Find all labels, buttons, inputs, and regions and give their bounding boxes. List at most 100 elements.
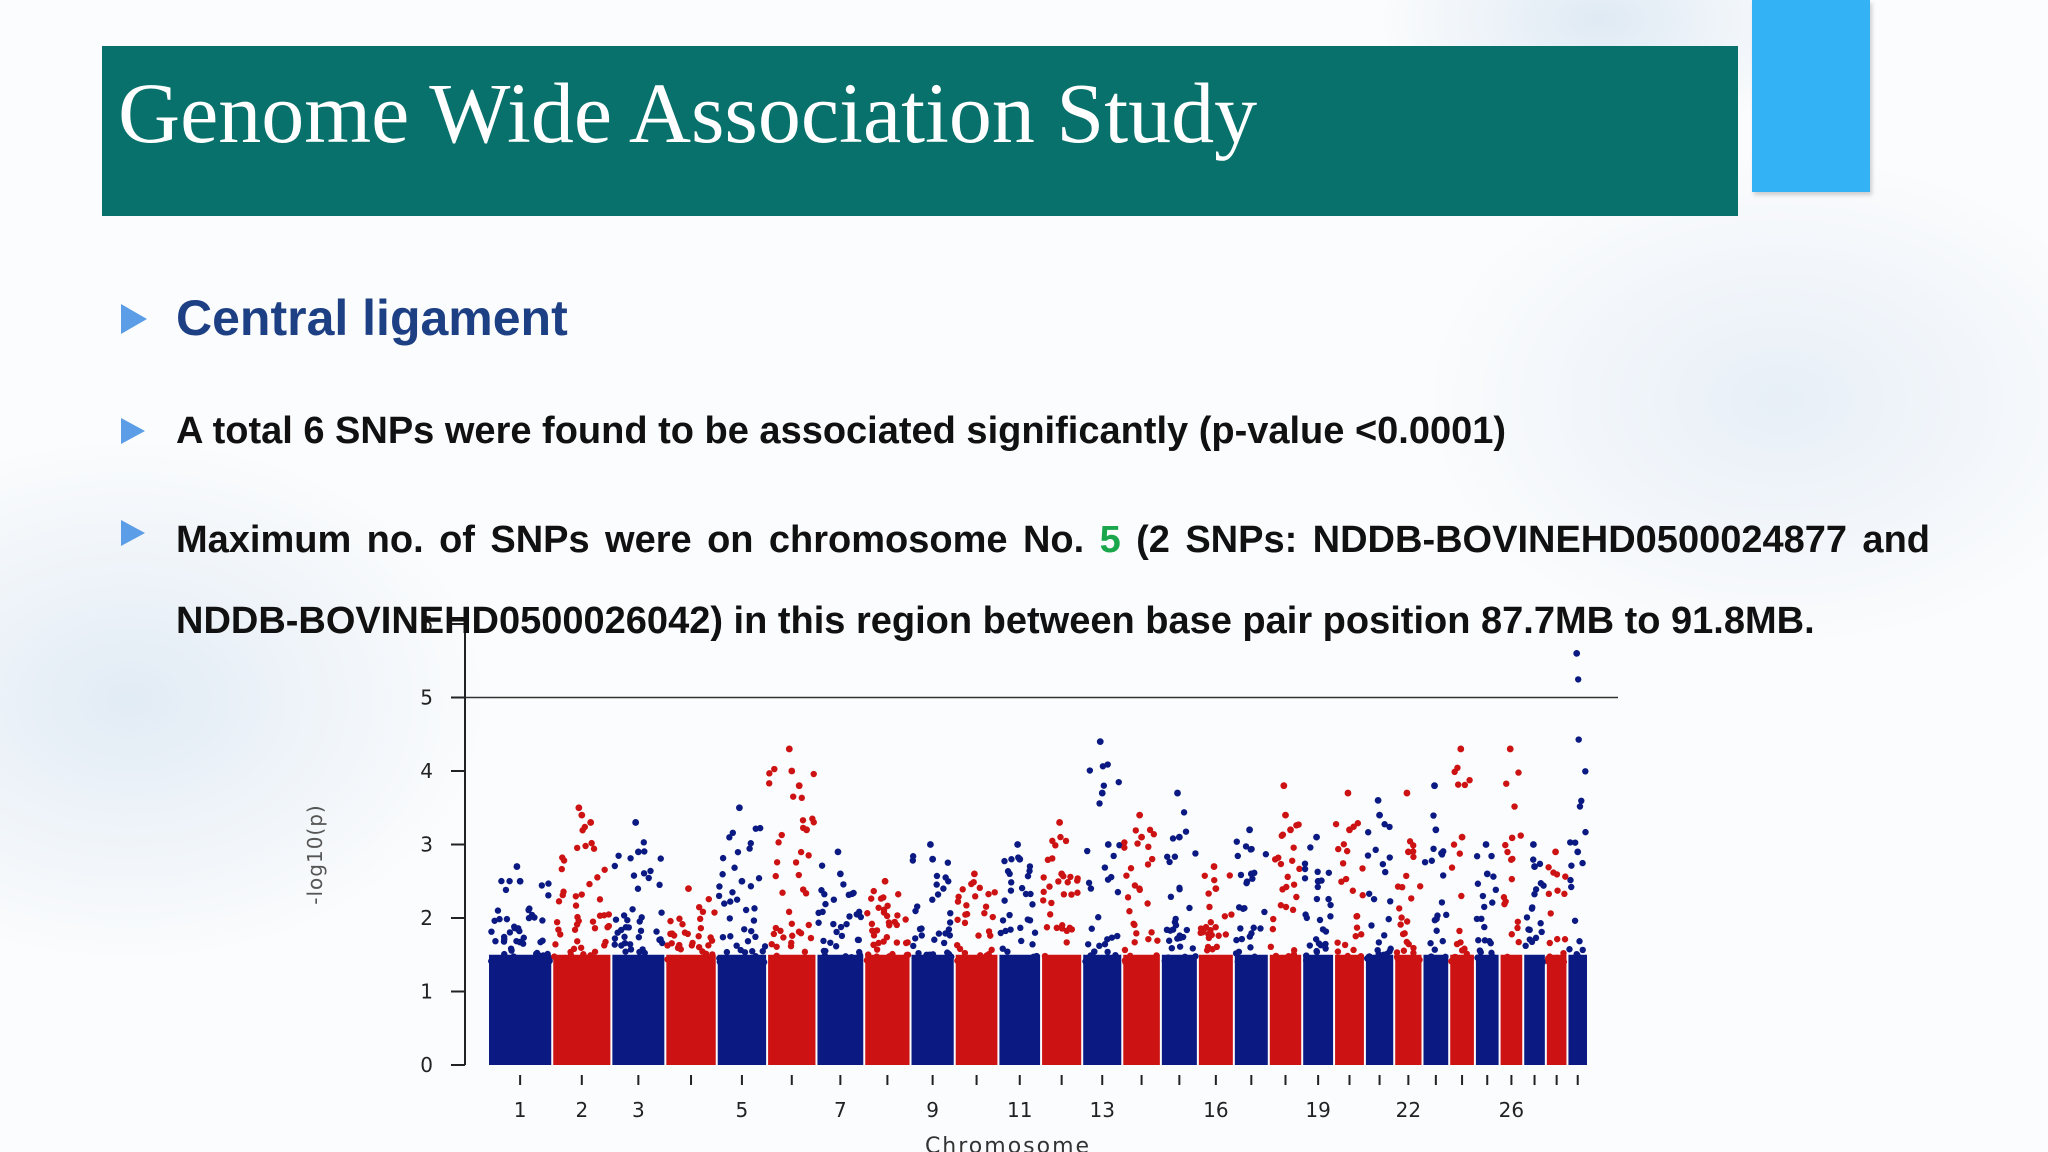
snp-peak-point xyxy=(785,745,793,753)
snp-point xyxy=(1285,952,1292,960)
snp-point xyxy=(1226,872,1233,879)
snp-point xyxy=(1182,828,1190,835)
snp-peak-point xyxy=(578,811,586,819)
snp-point xyxy=(756,824,764,832)
snp-point xyxy=(1084,847,1091,855)
snp-point xyxy=(1578,797,1585,805)
snp-point xyxy=(1062,837,1070,845)
snp-point xyxy=(1183,926,1191,934)
y-axis-ticks: 0 1 2 3 4 5 6 xyxy=(420,612,465,1077)
chromosome-20-points xyxy=(1332,789,1366,1065)
snp-point xyxy=(747,883,755,890)
chromosome-7-points xyxy=(815,848,865,1065)
chromosome-27-points xyxy=(1522,841,1547,1065)
snp-point xyxy=(1103,957,1110,964)
snp-point xyxy=(1338,878,1345,885)
snp-point xyxy=(737,946,744,954)
snp-point xyxy=(895,891,902,898)
snp-point xyxy=(496,958,503,966)
y-tick-label: 2 xyxy=(420,906,433,930)
snp-point xyxy=(845,891,852,899)
snp-point xyxy=(872,958,879,966)
snp-point xyxy=(1176,884,1183,892)
snp-point xyxy=(1277,902,1285,909)
snp-point xyxy=(1181,953,1189,960)
snp-point xyxy=(750,917,758,924)
snp-point xyxy=(715,892,723,900)
snp-point xyxy=(1278,832,1285,839)
snp-point xyxy=(1055,878,1062,885)
snp-point xyxy=(875,904,882,911)
snp-point xyxy=(1201,955,1208,963)
snp-point xyxy=(1410,842,1417,849)
snp-peak-point xyxy=(1280,782,1288,790)
snp-point xyxy=(856,948,863,956)
accent-rectangle xyxy=(1752,0,1870,192)
snp-point xyxy=(618,942,625,949)
snp-point xyxy=(658,909,665,916)
snp-point xyxy=(759,947,766,955)
snp-point xyxy=(1322,945,1329,952)
snp-point xyxy=(1126,908,1133,915)
snp-point xyxy=(726,915,734,922)
chromosome-4-points xyxy=(664,885,718,1065)
snp-point xyxy=(799,817,807,824)
snp-point xyxy=(1479,958,1487,966)
snp-point xyxy=(1150,831,1158,838)
snp-peak-point xyxy=(1574,848,1582,856)
snp-point xyxy=(744,937,752,945)
snp-point xyxy=(546,957,553,965)
snp-point xyxy=(695,933,702,940)
snp-point xyxy=(1481,923,1488,931)
snp-point xyxy=(1448,864,1456,871)
snp-point xyxy=(625,924,633,931)
snp-point xyxy=(1398,914,1405,921)
snp-point xyxy=(1416,883,1424,890)
snp-point xyxy=(1197,925,1205,932)
snp-point xyxy=(1341,941,1349,949)
snp-peak-point xyxy=(1482,841,1490,848)
snp-point xyxy=(1433,927,1440,934)
snp-point xyxy=(780,934,787,941)
snp-point xyxy=(766,770,773,777)
snp-point xyxy=(1522,942,1529,950)
snp-point xyxy=(980,958,987,966)
chromosome-22-points xyxy=(1393,789,1424,1065)
snp-point xyxy=(1576,938,1583,945)
snp-point xyxy=(1121,946,1129,954)
snp-point xyxy=(1226,956,1233,964)
snp-point xyxy=(962,958,969,965)
snp-point xyxy=(1325,869,1333,876)
snp-point xyxy=(981,909,988,917)
snp-point xyxy=(822,900,829,908)
snp-point xyxy=(1173,955,1180,963)
snp-point xyxy=(869,927,876,934)
snp-point xyxy=(963,902,970,909)
snp-point xyxy=(1350,946,1357,954)
snp-point xyxy=(827,939,834,946)
snp-point xyxy=(734,848,742,856)
snp-point xyxy=(1403,872,1410,880)
snp-point xyxy=(1189,945,1196,952)
snp-point xyxy=(1301,865,1309,873)
snp-point xyxy=(1262,851,1270,858)
snp-point xyxy=(560,888,567,895)
snp-point xyxy=(1438,958,1445,966)
snp-point xyxy=(1439,937,1446,945)
snp-point xyxy=(944,859,952,866)
snp-point xyxy=(1121,844,1128,851)
snp-point xyxy=(719,933,727,941)
snp-point xyxy=(591,948,599,955)
chromosome-19-points xyxy=(1301,833,1334,1065)
snp-point xyxy=(580,951,587,958)
chromosome-16-points xyxy=(1197,863,1235,1065)
snp-point xyxy=(684,930,691,938)
snp-point xyxy=(1088,957,1095,965)
snp-point xyxy=(893,921,900,929)
snp-point xyxy=(1393,949,1401,956)
snp-point xyxy=(545,880,552,887)
snp-point xyxy=(1049,855,1056,862)
snp-point xyxy=(1213,943,1221,951)
snp-density-band xyxy=(1083,954,1122,1065)
snp-point xyxy=(1327,901,1334,909)
